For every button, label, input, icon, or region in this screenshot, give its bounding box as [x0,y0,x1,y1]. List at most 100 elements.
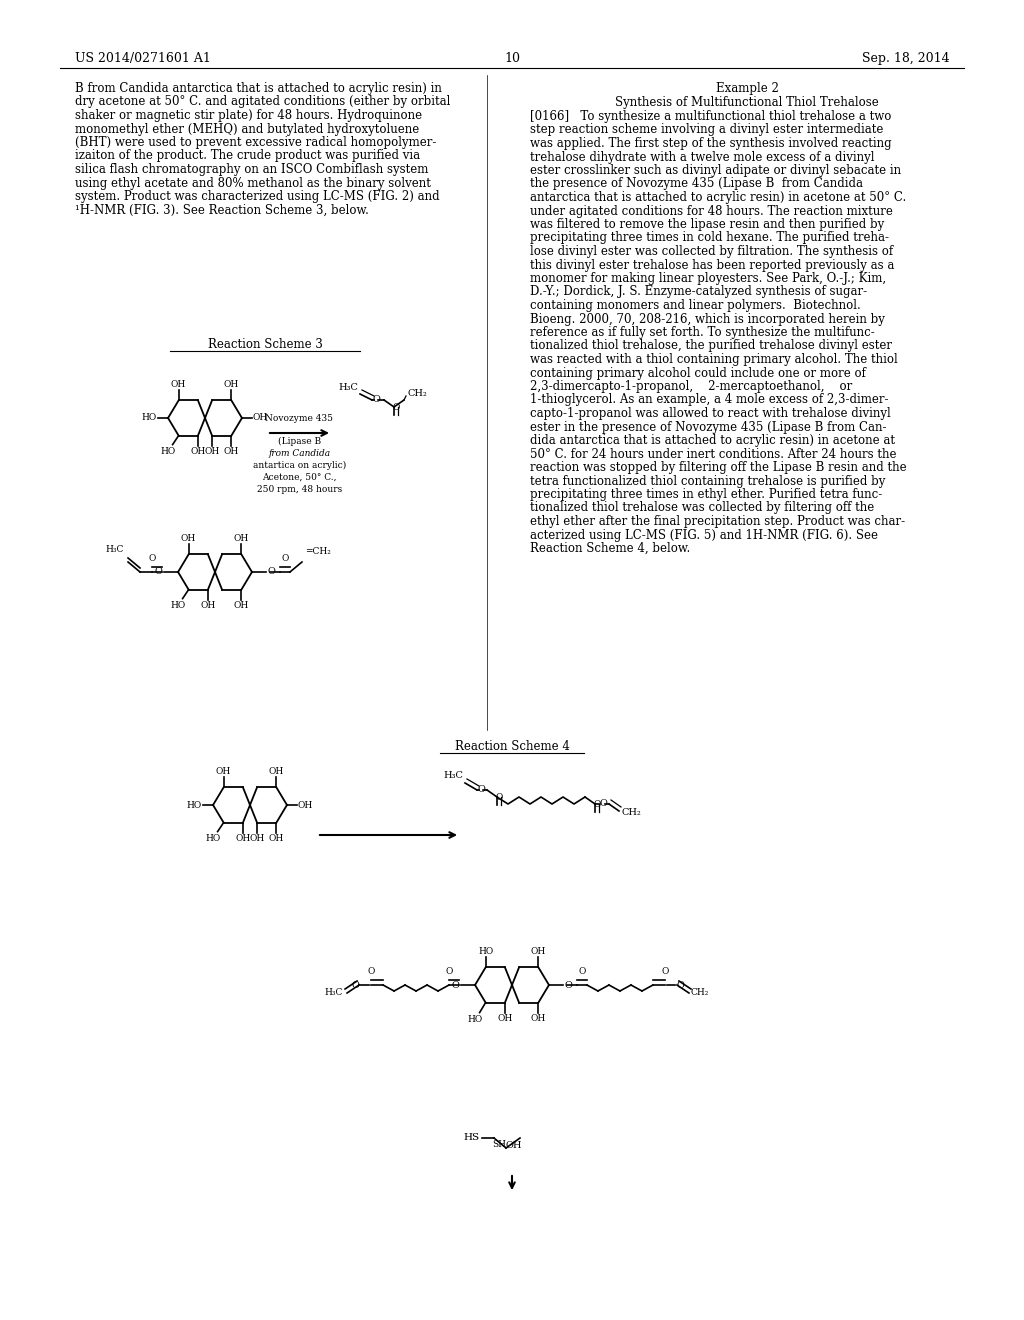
Text: =CH₂: =CH₂ [305,546,331,556]
Text: OH: OH [181,535,197,544]
Text: OH: OH [250,834,264,842]
Text: OH: OH [205,446,220,455]
Text: capto-1-propanol was allowed to react with trehalose divinyl: capto-1-propanol was allowed to react wi… [530,407,891,420]
Text: Sep. 18, 2014: Sep. 18, 2014 [862,51,950,65]
Text: O: O [268,568,275,577]
Text: O: O [351,981,359,990]
Text: O: O [155,568,162,577]
Text: precipitating three times in cold hexane. The purified treha-: precipitating three times in cold hexane… [530,231,889,244]
Text: step reaction scheme involving a divinyl ester intermediate: step reaction scheme involving a divinyl… [530,124,884,136]
Text: was applied. The first step of the synthesis involved reacting: was applied. The first step of the synth… [530,137,892,150]
Text: ethyl ether after the final precipitation step. Product was char-: ethyl ether after the final precipitatio… [530,515,905,528]
Text: Novozyme 435: Novozyme 435 [265,414,334,422]
Text: O: O [452,981,459,990]
Text: 250 rpm, 48 hours: 250 rpm, 48 hours [257,484,342,494]
Text: H₃C: H₃C [325,987,343,997]
Text: [0166]   To synthesize a multifunctional thiol trehalose a two: [0166] To synthesize a multifunctional t… [530,110,891,123]
Text: OH: OH [233,601,249,610]
Text: OH: OH [268,767,284,776]
Text: ¹H-NMR (FIG. 3). See Reaction Scheme 3, below.: ¹H-NMR (FIG. 3). See Reaction Scheme 3, … [75,203,369,216]
Text: O: O [565,981,572,990]
Text: antartica on acrylic): antartica on acrylic) [253,461,346,470]
Text: (Lipase B: (Lipase B [278,437,321,446]
Text: OH: OH [268,834,284,842]
Text: OH: OH [253,413,268,422]
Text: OH: OH [171,380,186,389]
Text: O: O [496,793,503,803]
Text: OH: OH [530,948,546,957]
Text: using ethyl acetate and 80% methanol as the binary solvent: using ethyl acetate and 80% methanol as … [75,177,431,190]
Text: tionalized thiol trehalose, the purified trehalose divinyl ester: tionalized thiol trehalose, the purified… [530,339,892,352]
Text: Example 2: Example 2 [716,82,778,95]
Text: OH: OH [506,1140,522,1150]
Text: CH₂: CH₂ [408,389,428,399]
Text: O: O [148,554,156,564]
Text: reaction was stopped by filtering off the Lipase B resin and the: reaction was stopped by filtering off th… [530,461,906,474]
Text: monomethyl ether (MEHQ) and butylated hydroxytoluene: monomethyl ether (MEHQ) and butylated hy… [75,123,419,136]
Text: under agitated conditions for 48 hours. The reaction mixture: under agitated conditions for 48 hours. … [530,205,893,218]
Text: O: O [593,800,601,809]
Text: H₃C: H₃C [338,384,358,392]
Text: HO: HO [161,446,175,455]
Text: OH: OH [236,834,251,842]
Text: HO: HO [141,413,157,422]
Text: shaker or magnetic stir plate) for 48 hours. Hydroquinone: shaker or magnetic stir plate) for 48 ho… [75,110,422,121]
Text: OH: OH [224,380,239,389]
Text: O: O [372,396,380,404]
Text: trehalose dihydrate with a twelve mole excess of a divinyl: trehalose dihydrate with a twelve mole e… [530,150,874,164]
Text: system. Product was characterized using LC-MS (FIG. 2) and: system. Product was characterized using … [75,190,439,203]
Text: containing primary alcohol could include one or more of: containing primary alcohol could include… [530,367,866,380]
Text: O: O [392,403,399,412]
Text: ester in the presence of Novozyme 435 (Lipase B from Can-: ester in the presence of Novozyme 435 (L… [530,421,887,433]
Text: O: O [579,968,586,975]
Text: the presence of Novozyme 435 (Lipase B  from Candida: the presence of Novozyme 435 (Lipase B f… [530,177,863,190]
Text: Reaction Scheme 4: Reaction Scheme 4 [455,741,569,752]
Text: 2,3-dimercapto-1-propanol,    2-mercaptoethanol,    or: 2,3-dimercapto-1-propanol, 2-mercaptoeth… [530,380,852,393]
Text: containing monomers and linear polymers.  Biotechnol.: containing monomers and linear polymers.… [530,300,861,312]
Text: HO: HO [206,834,220,842]
Text: Bioeng. 2000, 70, 208-216, which is incorporated herein by: Bioeng. 2000, 70, 208-216, which is inco… [530,313,885,326]
Text: H₃C: H₃C [443,771,463,780]
Text: Acetone, 50° C.,: Acetone, 50° C., [262,473,337,482]
Text: (BHT) were used to prevent excessive radical homopolymer-: (BHT) were used to prevent excessive rad… [75,136,436,149]
Text: Reaction Scheme 3: Reaction Scheme 3 [208,338,323,351]
Text: tionalized thiol trehalose was collected by filtering off the: tionalized thiol trehalose was collected… [530,502,874,515]
Text: izaiton of the product. The crude product was purified via: izaiton of the product. The crude produc… [75,149,420,162]
Text: Reaction Scheme 4, below.: Reaction Scheme 4, below. [530,543,690,554]
Text: O: O [282,554,289,564]
Text: OH: OH [530,1014,546,1023]
Text: was filtered to remove the lipase resin and then purified by: was filtered to remove the lipase resin … [530,218,885,231]
Text: OH: OH [498,1014,513,1023]
Text: O: O [477,785,485,795]
Text: lose divinyl ester was collected by filtration. The synthesis of: lose divinyl ester was collected by filt… [530,246,893,257]
Text: HO: HO [467,1015,482,1023]
Text: 1-thioglycerol. As an example, a 4 mole excess of 2,3-dimer-: 1-thioglycerol. As an example, a 4 mole … [530,393,889,407]
Text: SH: SH [492,1140,506,1148]
Text: HO: HO [170,601,185,610]
Text: silica flash chromatography on an ISCO Combiflash system: silica flash chromatography on an ISCO C… [75,162,428,176]
Text: OH: OH [201,601,216,610]
Text: OH: OH [224,446,239,455]
Text: OH: OH [298,800,313,809]
Text: precipitating three times in ethyl ether. Purified tetra func-: precipitating three times in ethyl ether… [530,488,883,502]
Text: antarctica that is attached to acrylic resin) in acetone at 50° C.: antarctica that is attached to acrylic r… [530,191,906,205]
Text: HO: HO [186,800,202,809]
Text: CH₂: CH₂ [691,987,710,997]
Text: D.-Y.; Dordick, J. S. Enzyme-catalyzed synthesis of sugar-: D.-Y.; Dordick, J. S. Enzyme-catalyzed s… [530,285,867,298]
Text: from Candida: from Candida [268,449,331,458]
Text: CH₂: CH₂ [621,808,641,817]
Text: acterized using LC-MS (FIG. 5) and 1H-NMR (FIG. 6). See: acterized using LC-MS (FIG. 5) and 1H-NM… [530,528,878,541]
Text: OH: OH [216,767,231,776]
Text: O: O [445,968,453,975]
Text: dida antarctica that is attached to acrylic resin) in acetone at: dida antarctica that is attached to acry… [530,434,895,447]
Text: O: O [677,981,685,990]
Text: HO: HO [478,948,494,957]
Text: O: O [599,800,607,808]
Text: 50° C. for 24 hours under inert conditions. After 24 hours the: 50° C. for 24 hours under inert conditio… [530,447,896,461]
Text: ester crosslinker such as divinyl adipate or divinyl sebacate in: ester crosslinker such as divinyl adipat… [530,164,901,177]
Text: O: O [662,968,669,975]
Text: O: O [368,968,375,975]
Text: tetra functionalized thiol containing trehalose is purified by: tetra functionalized thiol containing tr… [530,474,886,487]
Text: dry acetone at 50° C. and agitated conditions (either by orbital: dry acetone at 50° C. and agitated condi… [75,95,451,108]
Text: B from Candida antarctica that is attached to acrylic resin) in: B from Candida antarctica that is attach… [75,82,442,95]
